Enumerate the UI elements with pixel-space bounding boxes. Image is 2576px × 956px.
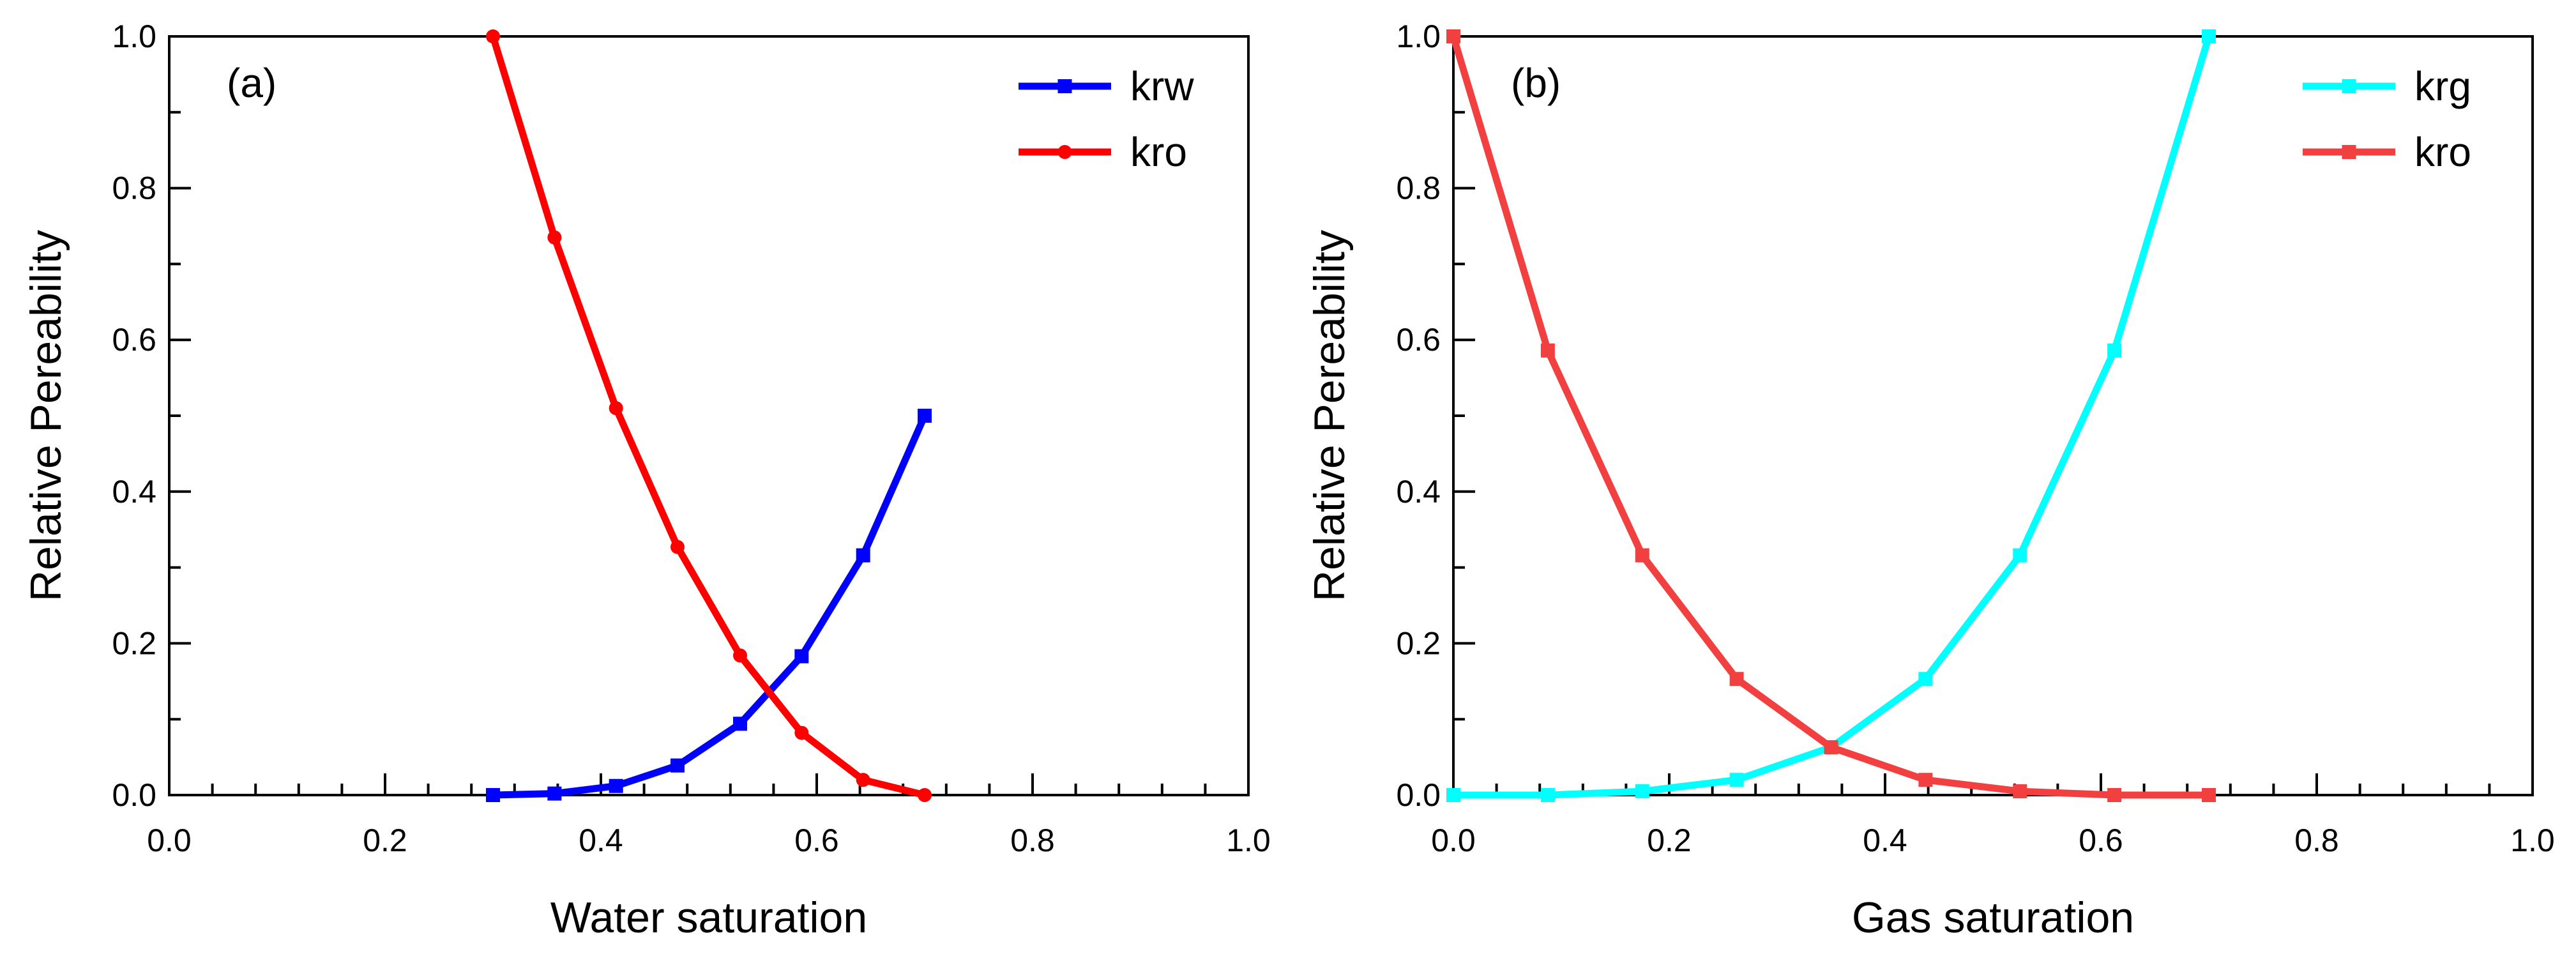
legend-marker: [1057, 79, 1072, 93]
data-point: [856, 548, 870, 563]
chart-panel-b: 0.0 0.2 0.4 0.6 0.8 1.0 0.0 0.2 0.4 0.6 0.8 1.0 Gas …: [1305, 19, 2555, 942]
legend-marker: [2342, 79, 2356, 93]
y-tick-label: 0.4: [1396, 474, 1441, 510]
x-tick-label: 0.8: [1010, 823, 1055, 858]
y-tick-label: 0.2: [1396, 625, 1441, 661]
data-point: [670, 540, 685, 554]
data-point: [547, 230, 562, 245]
data-point: [1918, 672, 1933, 687]
x-tick-label: 0.8: [2294, 823, 2339, 858]
legend-label-krg: krg: [2414, 63, 2471, 109]
y-tick-label: 0.0: [1396, 777, 1441, 813]
x-axis-title: Gas saturation: [1852, 893, 2134, 942]
series-line-kro: [489, 33, 928, 799]
y-axis-title: Relative Pereability: [22, 230, 70, 602]
panel-label: (b): [1511, 60, 1561, 106]
series-krg: [1446, 29, 2216, 802]
x-tick-label: 1.0: [2510, 823, 2555, 858]
data-point: [794, 725, 809, 740]
legend-label-krw: krw: [1130, 63, 1194, 109]
y-tick-label: 0.4: [112, 474, 156, 510]
legend-label-kro: kro: [1130, 129, 1187, 175]
y-axis-title: Relative Pereability: [1305, 230, 1354, 602]
x-tick-label: 0.6: [2079, 823, 2123, 858]
y-tick-label: 0.6: [1396, 322, 1441, 358]
data-point: [1729, 672, 1744, 687]
series-line-krg: [1450, 33, 2213, 799]
series-kro: [486, 29, 932, 802]
x-tick-label: 0.2: [363, 823, 407, 858]
x-tick-label: 0.4: [579, 823, 623, 858]
y-tick-label: 0.8: [112, 171, 156, 206]
x-tick-label: 0.0: [147, 823, 192, 858]
y-tick-label: 0.2: [112, 625, 156, 661]
x-tick-label: 0.0: [1431, 823, 1476, 858]
data-point: [2202, 29, 2216, 43]
data-point: [918, 788, 932, 802]
data-point: [856, 773, 870, 787]
series-line-kro: [1450, 33, 2213, 799]
data-point: [1635, 784, 1649, 799]
legend-marker: [2342, 145, 2356, 159]
data-point: [609, 401, 623, 416]
x-tick-label: 0.4: [1863, 823, 1907, 858]
legend-marker: [1057, 145, 1072, 159]
data-point: [547, 786, 562, 801]
data-point: [1540, 788, 1555, 802]
data-point: [2013, 784, 2027, 799]
data-point: [794, 649, 809, 664]
x-tick-label: 0.2: [1647, 823, 1692, 858]
series-krw: [486, 409, 932, 802]
data-point: [1729, 773, 1744, 787]
data-point: [2013, 548, 2027, 563]
panel-label: (a): [227, 60, 277, 106]
data-point: [670, 758, 685, 773]
x-tick-label: 1.0: [1226, 823, 1271, 858]
data-point: [2107, 788, 2122, 802]
data-point: [1918, 773, 1933, 787]
legend-label-kro: kro: [2414, 129, 2471, 175]
data-point: [1446, 788, 1460, 802]
chart-panel-a: 0.0 0.2 0.4 0.6 0.8 1.0 0.0 0.2 0.4 0.6 0.8 1.0 Wate…: [22, 19, 1271, 942]
data-point: [2107, 343, 2122, 358]
series-line-krw: [489, 412, 928, 799]
data-point: [609, 778, 623, 793]
data-point: [486, 788, 500, 802]
series-kro: [1446, 29, 2216, 802]
x-axis-title: Water saturation: [550, 893, 867, 942]
y-tick-label: 1.0: [112, 19, 156, 54]
data-point: [1540, 343, 1555, 358]
y-tick-label: 0.6: [112, 322, 156, 358]
data-point: [918, 409, 932, 423]
data-point: [1446, 29, 1460, 43]
data-point: [486, 29, 500, 43]
y-tick-label: 0.8: [1396, 171, 1441, 206]
data-point: [2202, 788, 2216, 802]
data-point: [733, 717, 748, 731]
data-point: [1824, 740, 1838, 755]
data-point: [733, 648, 748, 663]
x-tick-label: 0.6: [794, 823, 839, 858]
data-point: [1635, 548, 1649, 563]
y-tick-label: 0.0: [112, 777, 156, 813]
y-tick-label: 1.0: [1396, 19, 1441, 54]
